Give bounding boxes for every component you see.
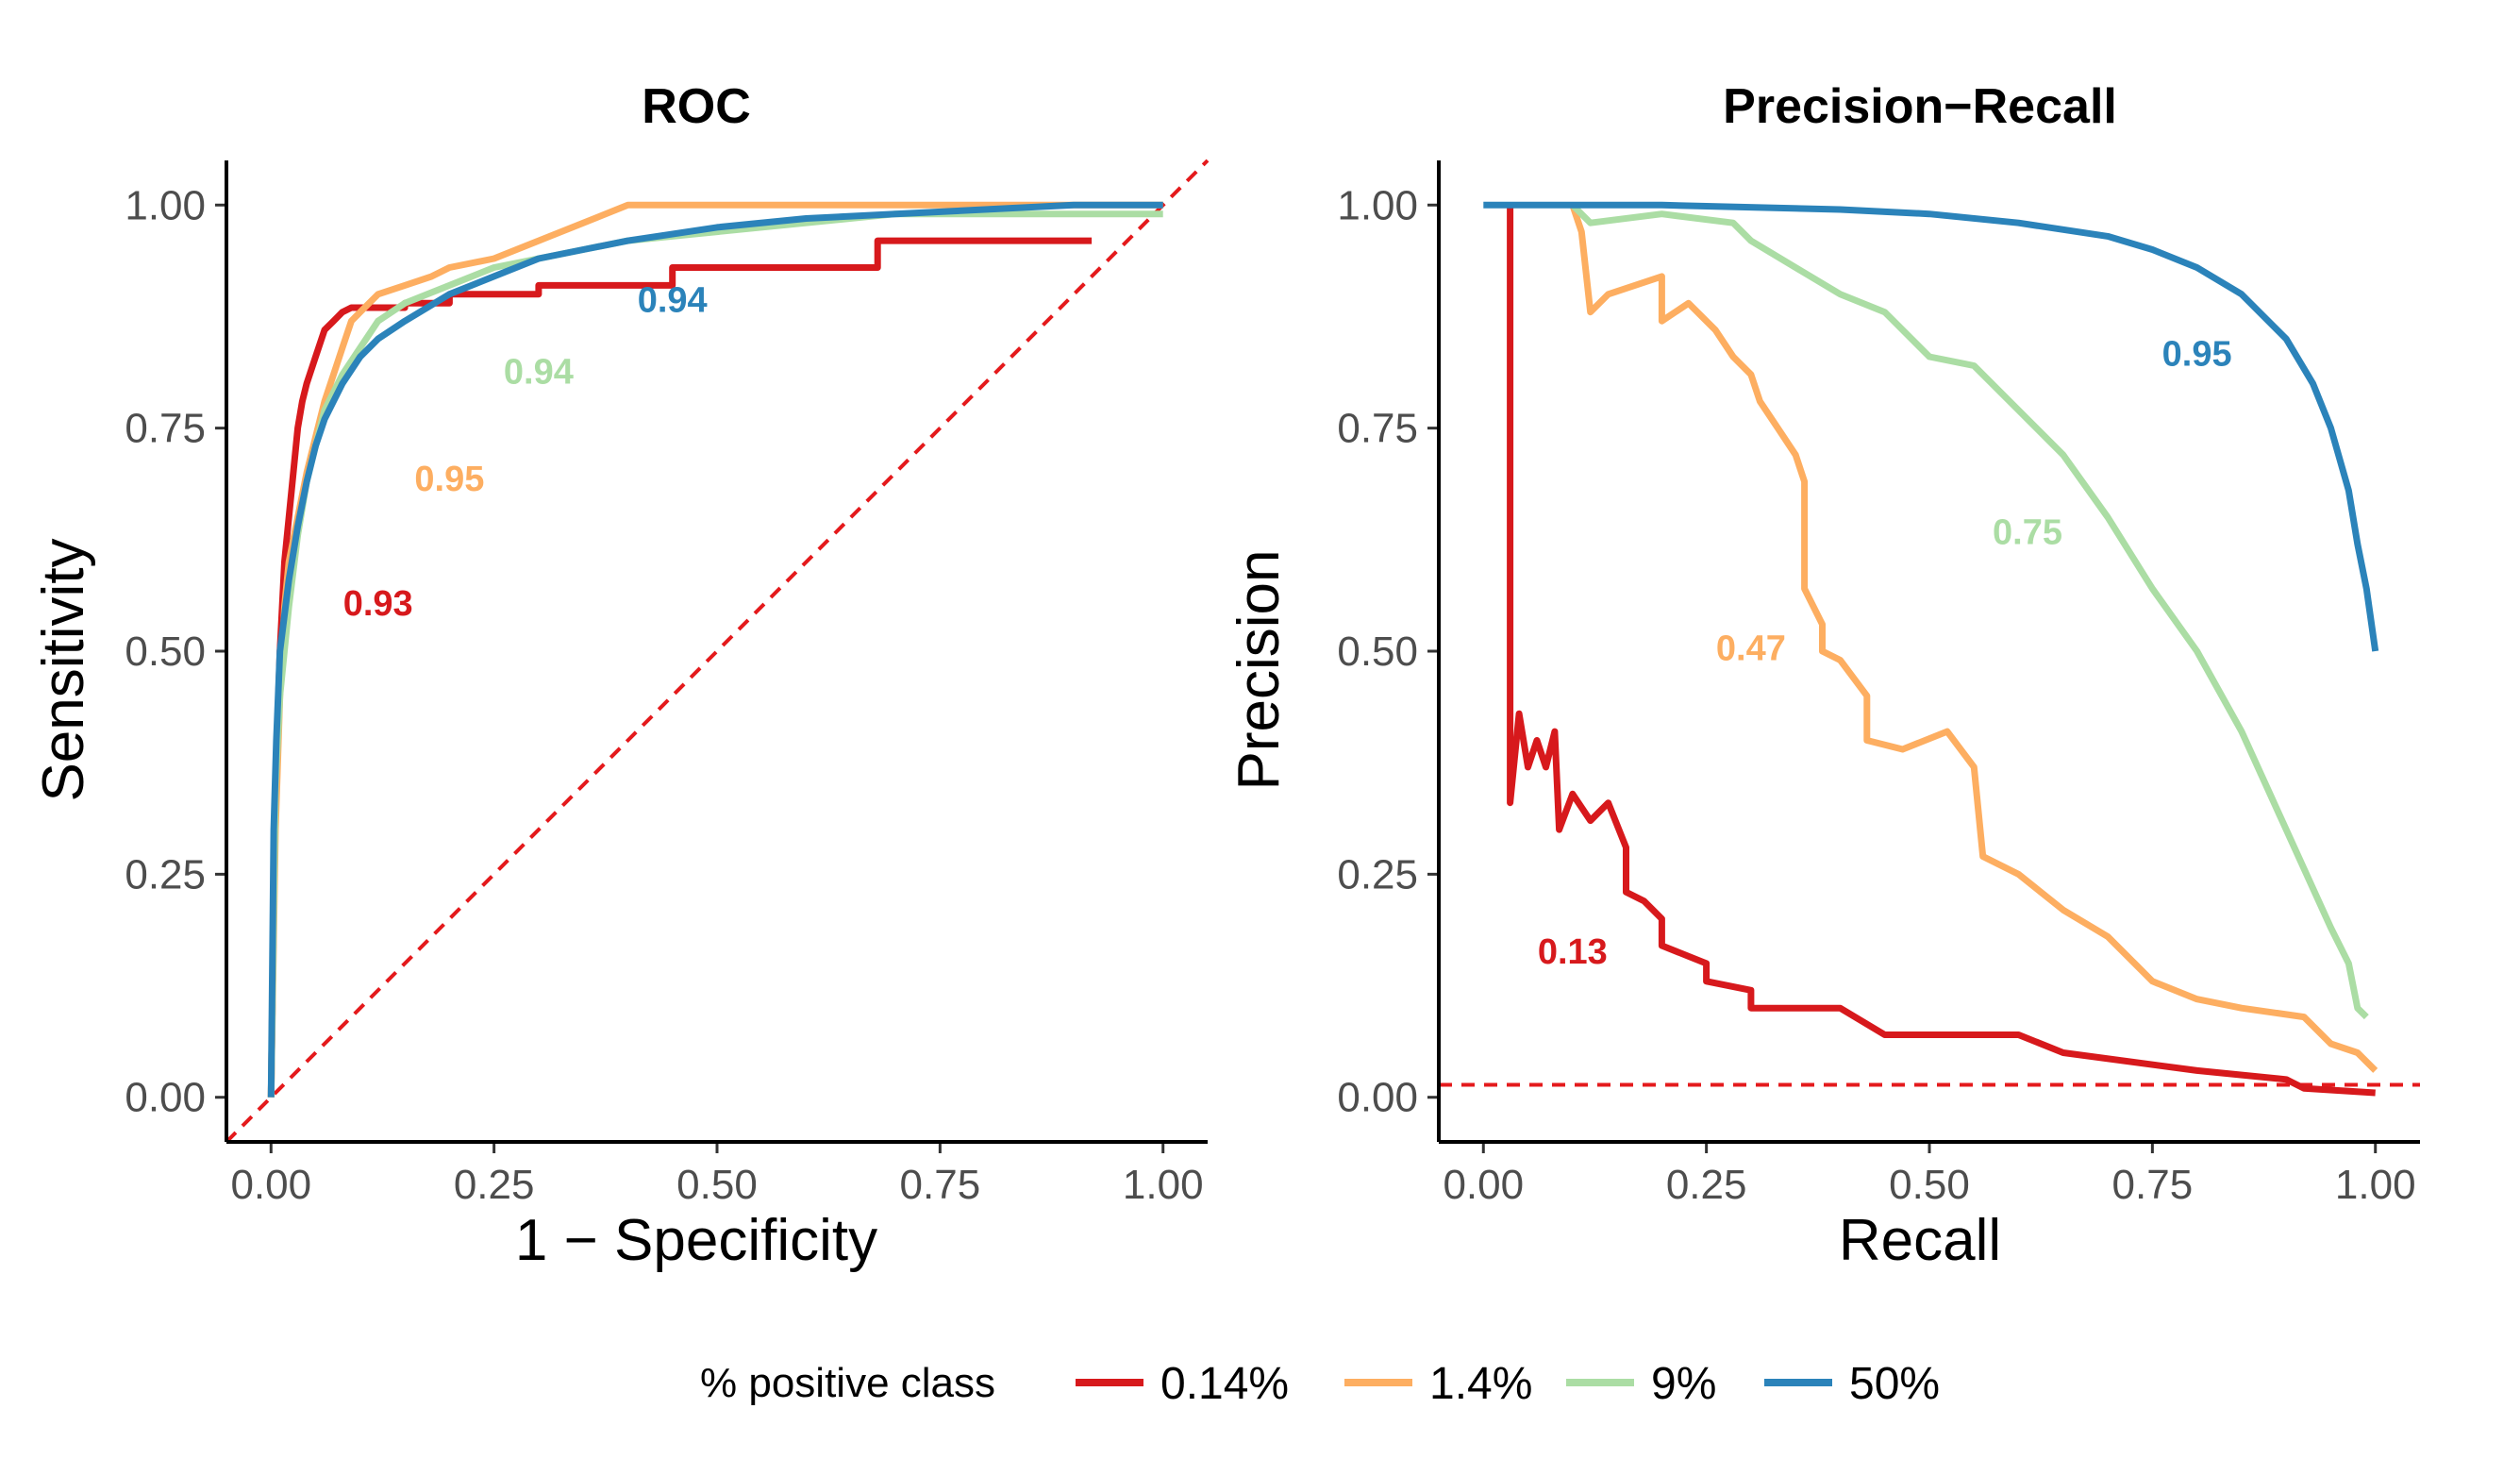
roc-ticks: 0.00 0.25 0.50 0.75 1.00 0.00 0.25 0.50 0.75 1.00 [125, 182, 1203, 1208]
pr-series: 0.13 0.47 0.75 0.95 [1439, 201, 2420, 1097]
roc-auc-label: 0.95 [414, 460, 484, 499]
roc-title: ROC [642, 79, 751, 134]
pr-series-line [1569, 204, 2378, 1073]
roc-x-tick-label: 1.00 [1123, 1162, 1204, 1208]
pr-auc-label: 0.47 [1716, 629, 1786, 668]
pr-x-tick-label: 1.00 [2335, 1162, 2416, 1208]
roc-auc-label: 0.94 [638, 281, 708, 321]
pr-y-tick-label: 0.00 [1337, 1075, 1418, 1121]
pr-x-tick-label: 0.00 [1443, 1162, 1524, 1208]
legend-item-label: 50% [1849, 1359, 1940, 1409]
roc-y-axis-title: Sensitivity [31, 538, 96, 801]
pr-y-axis-title: Precision [1227, 550, 1292, 791]
roc-x-axis-title: 1 − Specificity [515, 1208, 877, 1273]
roc-x-tick-label: 0.50 [676, 1162, 758, 1208]
roc-x-tick-label: 0.75 [900, 1162, 981, 1208]
legend-item-label: 0.14% [1160, 1359, 1289, 1409]
roc-y-tick-label: 0.00 [125, 1075, 206, 1121]
pr-axes [1437, 160, 2420, 1144]
roc-y-tick-label: 0.25 [125, 851, 206, 897]
pr-y-tick-label: 1.00 [1337, 182, 1418, 228]
legend: % positive class 0.14% 1.4% 9% 50% [700, 1359, 1940, 1409]
legend-item-label: 9% [1651, 1359, 1716, 1409]
roc-series-line [267, 201, 1163, 1098]
pr-y-tick-label: 0.50 [1337, 629, 1418, 675]
pr-panel: Precision−Recall Recall Precision 0.00 0.… [1227, 79, 2420, 1273]
legend-items: 0.14% 1.4% 9% 50% [1076, 1359, 1940, 1409]
pr-series-line [1483, 201, 2379, 652]
roc-x-tick-label: 0.00 [230, 1162, 311, 1208]
roc-auc-label: 0.93 [343, 584, 413, 624]
pr-y-tick-label: 0.25 [1337, 851, 1418, 897]
roc-y-tick-label: 1.00 [125, 182, 206, 228]
pr-title: Precision−Recall [1723, 79, 2117, 134]
pr-auc-label: 0.13 [1538, 932, 1608, 972]
roc-series-line [267, 237, 1093, 1098]
pr-x-tick-label: 0.75 [2112, 1162, 2194, 1208]
roc-series: 0.93 0.95 0.94 0.94 [225, 159, 1210, 1144]
roc-axes [225, 160, 1208, 1144]
pr-x-axis-title: Recall [1839, 1208, 2001, 1273]
roc-panel: ROC 1 − Specificity Sensitivity 0.00 0.25… [31, 79, 1210, 1273]
roc-reference-line [225, 159, 1210, 1144]
pr-y-tick-label: 0.75 [1337, 406, 1418, 452]
pr-series-line [1507, 205, 2376, 1097]
pr-x-tick-label: 0.50 [1889, 1162, 1970, 1208]
pr-ticks: 0.00 0.25 0.50 0.75 1.00 0.00 0.25 0.50 0.75 1.00 [1337, 182, 2415, 1208]
pr-auc-label: 0.75 [1993, 513, 2062, 553]
roc-y-tick-label: 0.50 [125, 629, 206, 675]
roc-y-tick-label: 0.75 [125, 406, 206, 452]
roc-auc-label: 0.94 [504, 352, 574, 392]
roc-x-tick-label: 0.25 [454, 1162, 535, 1208]
pr-series-line [1570, 202, 2369, 1020]
pr-auc-label: 0.95 [2162, 334, 2232, 374]
pr-x-tick-label: 0.25 [1666, 1162, 1747, 1208]
legend-title: % positive class [700, 1360, 995, 1406]
legend-item-label: 1.4% [1429, 1359, 1532, 1409]
